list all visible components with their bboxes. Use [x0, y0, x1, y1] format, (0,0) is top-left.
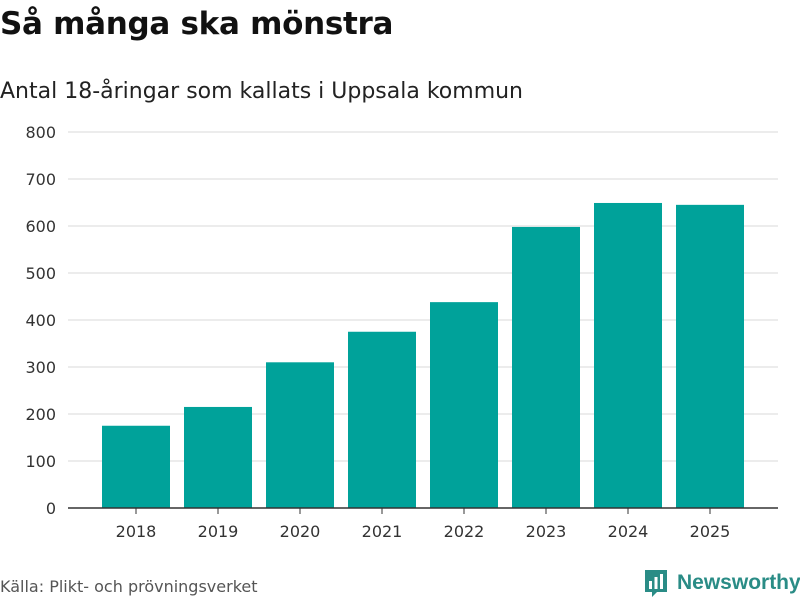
x-tick-label: 2025: [690, 522, 731, 541]
x-tick-label: 2018: [116, 522, 157, 541]
x-tick-label: 2022: [444, 522, 485, 541]
x-axis-ticks: 2018 2019 2020 2021 2022 2023 2024 2025: [116, 508, 731, 541]
x-tick-label: 2023: [526, 522, 567, 541]
y-tick-label: 0: [46, 499, 56, 518]
bar-2024[interactable]: [594, 202, 662, 508]
bar-chart-logo-icon: [645, 570, 667, 597]
bars: [102, 202, 744, 508]
y-tick-label: 800: [25, 123, 56, 142]
chart-title: Så många ska mönstra: [0, 6, 394, 42]
bar-2023[interactable]: [512, 226, 580, 508]
y-tick-label: 300: [25, 358, 56, 377]
brand-logo[interactable]: Newsworthy: [643, 568, 800, 598]
bar-2022[interactable]: [430, 302, 498, 508]
bar-2021[interactable]: [348, 331, 416, 508]
y-tick-label: 700: [25, 170, 56, 189]
y-tick-label: 600: [25, 217, 56, 236]
brand-name: Newsworthy: [677, 571, 800, 594]
x-tick-label: 2021: [362, 522, 403, 541]
y-axis-ticks: 0 100 200 300 400 500 600 700 800: [25, 123, 56, 518]
bar-2025[interactable]: [676, 204, 744, 508]
y-tick-label: 400: [25, 311, 56, 330]
source-note: Källa: Plikt- och prövningsverket: [0, 577, 258, 596]
x-tick-label: 2020: [280, 522, 321, 541]
bar-2018[interactable]: [102, 425, 170, 508]
y-tick-label: 200: [25, 405, 56, 424]
gridlines: [68, 131, 778, 462]
y-tick-label: 100: [25, 452, 56, 471]
y-tick-label: 500: [25, 264, 56, 283]
bar-2020[interactable]: [266, 362, 334, 508]
x-tick-label: 2019: [198, 522, 239, 541]
chart-subtitle: Antal 18-åringar som kallats i Uppsala k…: [0, 79, 524, 104]
bar-2019[interactable]: [184, 406, 252, 508]
x-tick-label: 2024: [608, 522, 649, 541]
